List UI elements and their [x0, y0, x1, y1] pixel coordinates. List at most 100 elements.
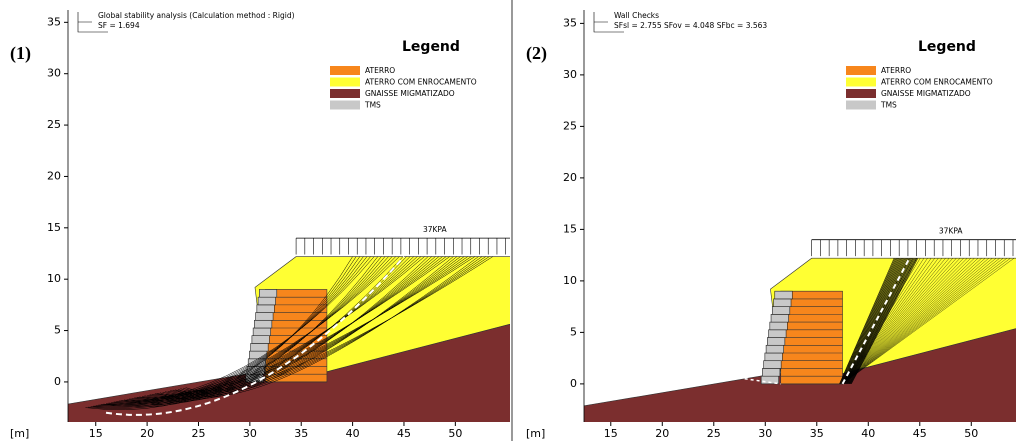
y-tick-label: 5	[570, 325, 577, 338]
slip-line	[175, 256, 479, 397]
legend-swatch	[846, 100, 876, 110]
x-tick-label: 20	[140, 427, 154, 440]
wall-block	[763, 360, 782, 369]
slip-line	[849, 258, 915, 385]
legend-label: ATERRO COM ENROCAMENTO	[881, 78, 993, 87]
y-tick-label: 15	[563, 222, 577, 235]
slip-line	[849, 258, 915, 385]
y-tick-label: 25	[563, 119, 577, 132]
x-tick-label: 30	[243, 427, 257, 440]
x-tick-label: 20	[655, 427, 669, 440]
panel: 37KPA 0 5 10 15 20 25 30 35 15 20 25 30 35 40 45 50 [m] (2…	[526, 10, 1016, 440]
header-line: Wall Checks	[614, 11, 659, 20]
slip-line	[850, 258, 918, 385]
legend-label: ATERRO COM ENROCAMENTO	[365, 78, 477, 87]
wall-block	[256, 304, 275, 313]
slip-line	[842, 258, 997, 385]
slip-line	[116, 256, 396, 402]
slip-line	[182, 256, 490, 393]
y-tick-label: 5	[54, 324, 61, 337]
x-tick-label: 50	[448, 427, 462, 440]
y-tick-label: 30	[563, 68, 577, 81]
y-tick-label: 20	[563, 171, 577, 184]
slip-line	[848, 258, 914, 385]
slip-line	[126, 256, 411, 402]
slip-line	[157, 256, 454, 400]
slip-line	[842, 258, 971, 385]
header-line: SF = 1.694	[98, 21, 140, 30]
slip-line	[844, 258, 905, 384]
slip-line	[95, 256, 368, 407]
x-tick-label: 45	[397, 427, 411, 440]
y-tick-label: 35	[563, 16, 577, 29]
wall-block	[774, 290, 793, 300]
legend-swatch	[846, 89, 876, 98]
slip-line	[842, 258, 901, 384]
slip-line	[842, 258, 993, 385]
slip-line	[841, 258, 899, 384]
x-tick-label: 40	[346, 427, 360, 440]
slip-line	[850, 258, 917, 385]
x-tick-label: 30	[758, 427, 772, 440]
wall-block	[765, 344, 784, 354]
legend-title: Legend	[402, 39, 460, 55]
wall-block	[259, 289, 278, 298]
slip-line	[840, 258, 898, 384]
x-tick-label: 25	[191, 427, 205, 440]
slip-line	[129, 256, 414, 401]
slip-line	[842, 258, 979, 385]
critical-slip	[105, 255, 405, 416]
y-tick-label: 0	[570, 377, 577, 390]
x-tick-label: 25	[707, 427, 721, 440]
x-tick-label: 35	[810, 427, 824, 440]
slip-line	[845, 258, 907, 384]
wall-block	[255, 312, 274, 321]
slip-line	[842, 258, 982, 385]
slip-line	[842, 258, 901, 384]
slip-line	[842, 258, 986, 385]
y-tick-label: 0	[54, 375, 61, 388]
load-label: 37KPA	[423, 225, 448, 234]
legend-label: GNAISSE MIGMATIZADO	[881, 89, 971, 98]
slip-line	[843, 258, 904, 384]
wall-block	[771, 306, 791, 315]
x-tick-label: 15	[89, 427, 103, 440]
plot-area	[584, 239, 1016, 422]
slip-line	[842, 258, 1004, 385]
critical-slip	[841, 257, 911, 385]
slip-line	[844, 258, 905, 384]
slip-line	[839, 258, 896, 384]
wall-block	[762, 368, 781, 377]
wall-block	[773, 298, 792, 307]
wall-block	[252, 327, 271, 336]
load-label: 37KPA	[939, 226, 964, 235]
x-tick-label: 50	[964, 427, 978, 440]
wall-block	[767, 337, 786, 346]
panel-label: (2)	[526, 43, 547, 64]
legend-swatch	[330, 100, 360, 110]
slip-line	[159, 256, 458, 398]
slip-line	[844, 258, 906, 384]
axis-unit: [m]	[526, 427, 545, 440]
slip-line	[131, 256, 418, 400]
slip-line	[180, 256, 486, 394]
wall-block	[257, 296, 276, 306]
slip-line	[144, 256, 436, 400]
slip-line	[851, 258, 919, 385]
slip-line	[849, 258, 916, 385]
y-tick-label: 20	[47, 169, 61, 182]
slip-line	[842, 258, 902, 384]
legend-swatch	[330, 77, 360, 87]
panel: 37KPA 0 5 10 15 20 25 30 35 15 20 25 30 35 40 45 50 [m] (1…	[10, 0, 513, 441]
wall-block	[250, 343, 269, 352]
legend-swatch	[330, 89, 360, 98]
slip-line	[847, 258, 911, 385]
plot-area	[68, 237, 510, 422]
axis-unit: [m]	[10, 427, 29, 440]
header-arrow	[77, 12, 108, 33]
y-tick-label: 30	[47, 67, 61, 80]
slip-line	[843, 258, 903, 384]
slip-line	[845, 258, 908, 384]
slip-line	[139, 256, 429, 402]
slip-line	[842, 258, 975, 385]
